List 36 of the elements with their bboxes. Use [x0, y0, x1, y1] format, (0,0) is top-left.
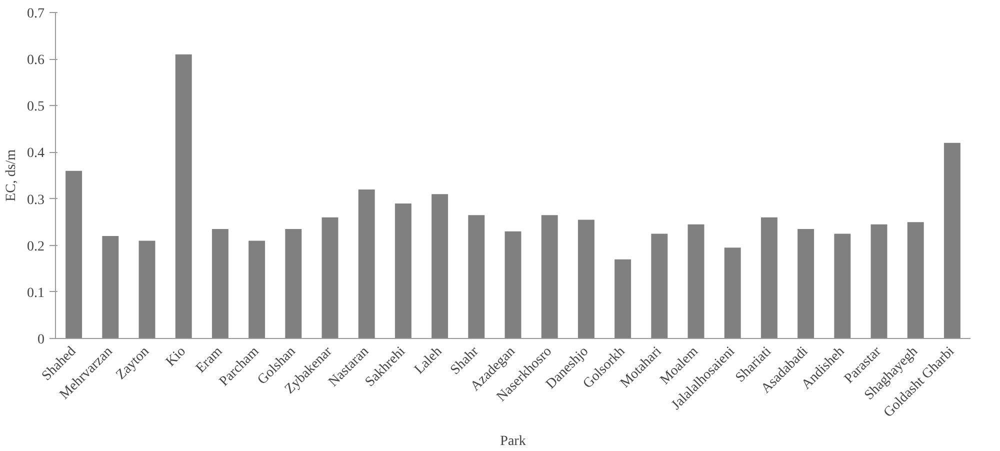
bar — [614, 259, 632, 338]
bar — [468, 215, 485, 338]
bar — [760, 217, 778, 338]
bar — [212, 229, 228, 338]
bar — [248, 240, 266, 338]
y-tick-label: 0.4 — [27, 146, 44, 162]
bar — [102, 236, 119, 338]
bar — [798, 229, 814, 338]
bar — [578, 220, 594, 338]
x-tick-label: Kio — [163, 344, 189, 370]
y-axis-title: EC, ds/m — [4, 149, 19, 202]
bar — [651, 234, 668, 338]
y-tick-label: 0.1 — [27, 286, 44, 301]
bar — [394, 203, 412, 338]
y-tick-label: 0.3 — [27, 192, 44, 208]
bar — [322, 217, 338, 338]
y-tick-label: 0.7 — [27, 6, 44, 22]
y-tick-label: 0.2 — [27, 239, 44, 254]
bar — [285, 229, 302, 338]
bar — [724, 248, 741, 338]
bar — [432, 194, 448, 338]
y-tick-label: 0.5 — [27, 100, 44, 115]
bar — [175, 54, 192, 338]
bar — [870, 224, 888, 338]
bar — [944, 142, 960, 338]
bar — [358, 189, 375, 338]
bar — [138, 240, 156, 338]
y-tick-label: 0 — [38, 332, 44, 348]
bar — [688, 224, 704, 338]
bar — [504, 231, 522, 338]
x-axis-title: Park — [500, 434, 526, 449]
y-tick-label: 0.6 — [27, 53, 44, 68]
bar — [834, 234, 851, 338]
bar — [66, 170, 82, 338]
bar — [541, 215, 558, 338]
bar — [907, 222, 924, 338]
